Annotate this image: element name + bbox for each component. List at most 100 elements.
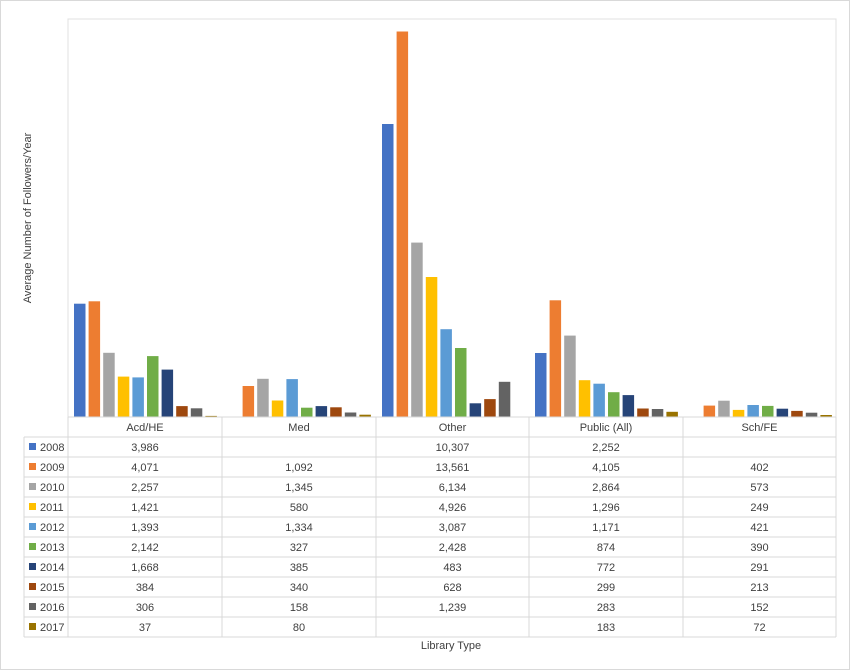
bar-2013-sch-fe (762, 405, 774, 417)
legend-key-2011 (29, 503, 36, 510)
data-label: 152 (750, 602, 768, 614)
data-label: 158 (290, 602, 308, 614)
data-label: 580 (290, 502, 308, 514)
series-label: 2011 (40, 502, 64, 514)
data-label: 4,926 (439, 502, 467, 514)
bar-2013-public-all- (608, 392, 620, 417)
bar-2014-public-all- (622, 395, 635, 417)
bar-2010-med (257, 378, 269, 417)
bar-2017-sch-fe (820, 415, 832, 417)
x-axis-title: Library Type (421, 640, 481, 652)
data-label: 249 (750, 502, 768, 514)
legend-key-2017 (29, 623, 36, 630)
data-label: 1,092 (285, 462, 313, 474)
bar-2016-sch-fe (805, 412, 818, 417)
bar-2015-other (484, 399, 496, 417)
series-label: 2010 (40, 482, 64, 494)
data-label: 1,171 (592, 522, 620, 534)
data-label: 385 (290, 562, 308, 574)
legend-key-2008 (29, 443, 36, 450)
bar-2016-med (344, 412, 357, 417)
data-label: 421 (750, 522, 768, 534)
bar-2013-acd-he (147, 356, 159, 417)
series-label: 2015 (40, 582, 64, 594)
category-label: Public (All) (580, 422, 633, 434)
data-label: 2,257 (131, 482, 159, 494)
data-label: 1,239 (439, 602, 467, 614)
bar-2009-other (396, 31, 409, 417)
data-label: 3,986 (131, 442, 159, 454)
bar-2011-other (425, 277, 438, 417)
bar-2015-public-all- (637, 408, 649, 417)
bar-2015-acd-he (176, 406, 188, 417)
series-label: 2012 (40, 522, 64, 534)
data-label: 2,864 (592, 482, 620, 494)
bar-2015-sch-fe (791, 410, 803, 417)
data-label: 390 (750, 542, 768, 554)
data-label: 183 (597, 622, 615, 634)
data-label: 306 (136, 602, 154, 614)
data-label: 402 (750, 462, 768, 474)
data-label: 4,071 (131, 462, 159, 474)
bar-2011-med (271, 400, 284, 417)
bar-2016-public-all- (651, 409, 664, 417)
data-label: 2,142 (131, 542, 159, 554)
data-label: 384 (136, 582, 154, 594)
data-label: 72 (753, 622, 765, 634)
series-label: 2014 (40, 562, 64, 574)
bar-2009-public-all- (549, 300, 562, 417)
data-label: 2,252 (592, 442, 620, 454)
data-label: 2,428 (439, 542, 467, 554)
data-label: 299 (597, 582, 615, 594)
bar-2009-sch-fe (703, 405, 716, 417)
data-label: 628 (443, 582, 461, 594)
data-label: 13,561 (436, 462, 470, 474)
data-table: Acd/HE Med Other Public (All) Sch/FE 2008 3,98… (23, 416, 837, 638)
data-label: 1,296 (592, 502, 620, 514)
data-label: 291 (750, 562, 768, 574)
bar-2014-sch-fe (776, 408, 789, 417)
data-label: 772 (597, 562, 615, 574)
category-label: Acd/HE (126, 422, 163, 434)
series-label: 2017 (40, 622, 64, 634)
series-label: 2009 (40, 462, 64, 474)
legend-key-2014 (29, 563, 36, 570)
series-label: 2013 (40, 542, 64, 554)
bar-2014-acd-he (161, 369, 174, 417)
bar-2010-acd-he (103, 352, 115, 417)
data-label: 1,345 (285, 482, 313, 494)
bar-2008-other (382, 124, 394, 417)
bars-group (67, 18, 837, 418)
series-label: 2008 (40, 442, 64, 454)
bar-2009-acd-he (88, 301, 101, 417)
legend-key-2016 (29, 603, 36, 610)
bar-2017-med (359, 414, 371, 417)
bar-2017-acd-he (205, 415, 217, 417)
category-label: Other (439, 422, 467, 434)
category-label: Sch/FE (741, 422, 777, 434)
bar-2014-other (469, 403, 482, 417)
bar-2016-acd-he (190, 408, 203, 417)
series-label: 2016 (40, 602, 64, 614)
category-label: Med (288, 422, 309, 434)
bar-2008-acd-he (74, 303, 86, 417)
data-label: 340 (290, 582, 308, 594)
data-label: 483 (443, 562, 461, 574)
bar-2012-med (286, 379, 298, 417)
bar-2012-public-all- (593, 383, 605, 417)
legend-key-2012 (29, 523, 36, 530)
bar-2013-other (455, 348, 467, 417)
bar-2014-med (315, 406, 328, 417)
plot-area (67, 18, 837, 418)
legend-key-2010 (29, 483, 36, 490)
bar-2009-med (242, 386, 255, 417)
legend-key-2009 (29, 463, 36, 470)
data-label: 3,087 (439, 522, 467, 534)
y-axis-title: Average Number of Followers/Year (22, 132, 34, 303)
bar-2012-acd-he (132, 377, 144, 417)
bar-2012-other (440, 329, 452, 417)
data-label: 10,307 (436, 442, 470, 454)
data-label: 573 (750, 482, 768, 494)
data-label: 37 (139, 622, 151, 634)
